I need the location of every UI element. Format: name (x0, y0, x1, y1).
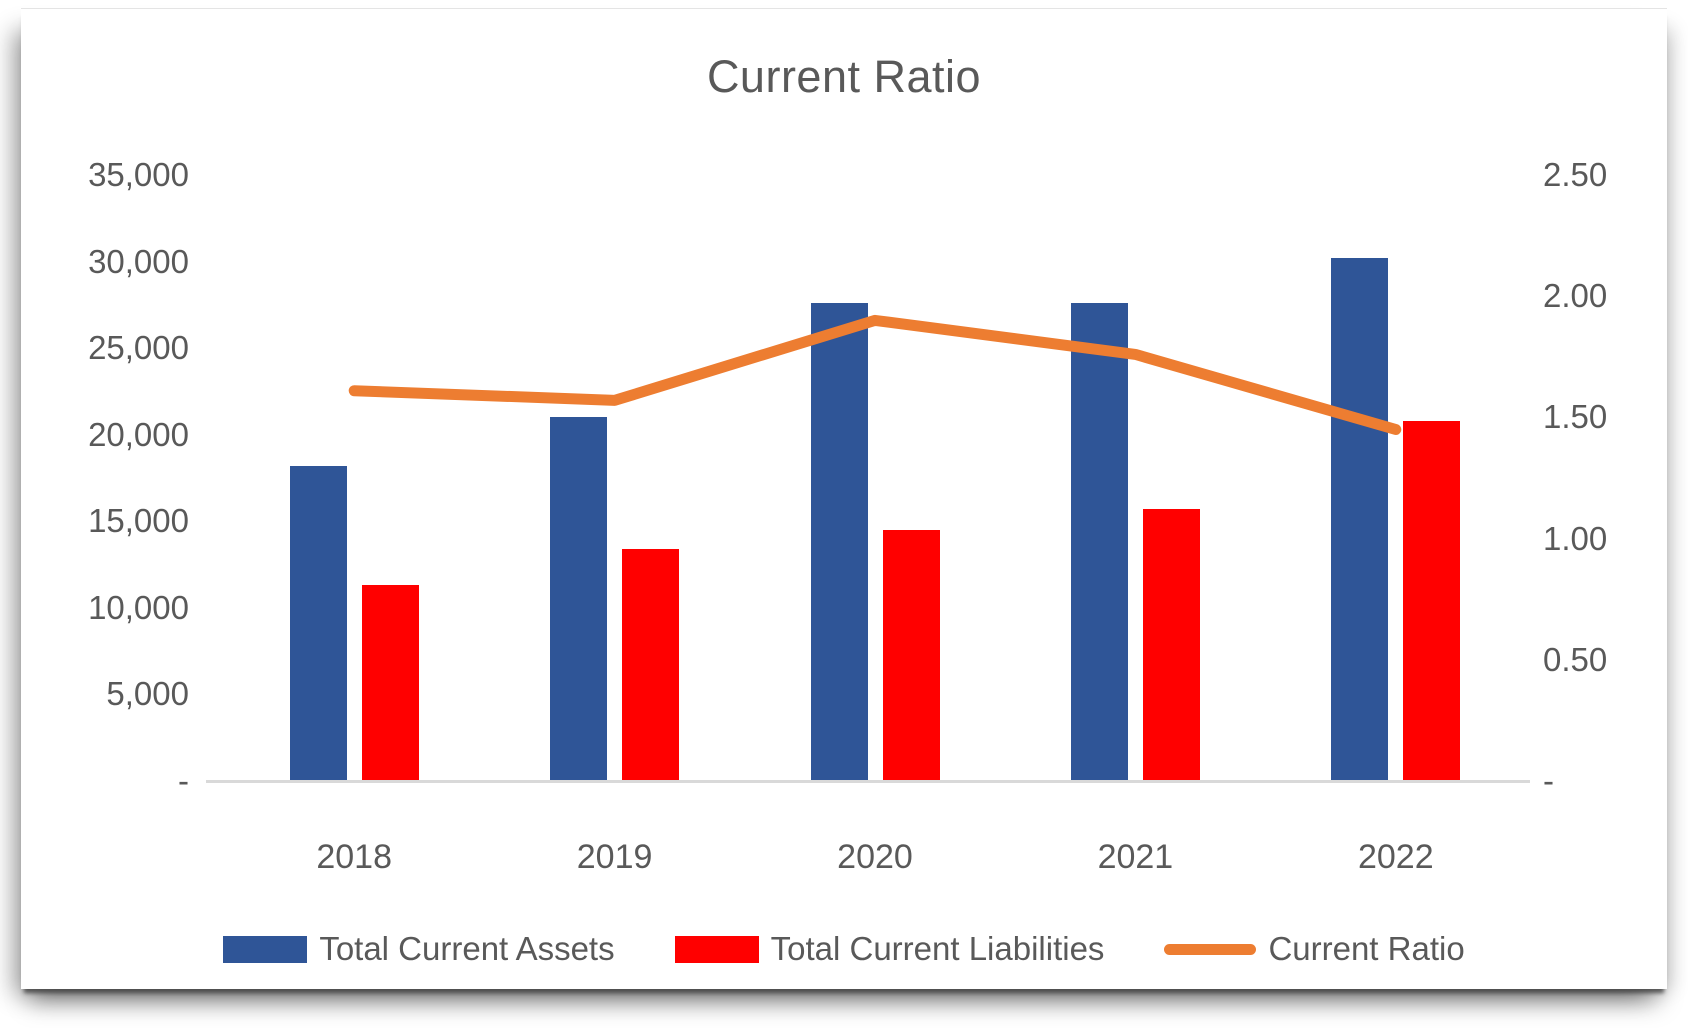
y-axis-tick-label-left: 35,000 (88, 156, 189, 193)
bar-total-current-assets-2019 (550, 417, 608, 781)
chart-card: Current Ratio 35,000 30,000 25,000 20,000 15… (21, 8, 1667, 989)
x-axis-tick-label: 2022 (1357, 838, 1434, 876)
legend-item-total-current-assets: Total Current Assets (223, 930, 615, 968)
legend-label-current-ratio: Current Ratio (1268, 930, 1465, 967)
y-axis-tick-label-left: 20,000 (88, 415, 189, 453)
y-axis-tick-label-right: 1.00 (1543, 519, 1608, 557)
y-axis-tick-label-left: 5,000 (106, 675, 189, 713)
bar-total-current-liabilities-2022 (1403, 420, 1461, 781)
legend-item-total-current-liabilities: Total Current Liabilities (674, 930, 1105, 968)
legend-swatch-total-current-assets (223, 935, 308, 963)
current-ratio-line (348, 314, 1402, 435)
legend-label-total-current-liabilities: Total Current Liabilities (770, 930, 1105, 967)
bar-total-current-liabilities-2019 (622, 549, 680, 781)
x-axis-tick-label: 2020 (837, 838, 913, 876)
bar-total-current-liabilities-2020 (882, 529, 940, 781)
plot-area (224, 175, 1526, 781)
y-axis-tick-label-left: 10,000 (88, 588, 189, 626)
bar-total-current-liabilities-2018 (361, 585, 419, 781)
y-axis-tick-label-left: - (178, 762, 189, 799)
x-axis-tick-label: 2021 (1097, 838, 1174, 876)
y-axis-tick-label-left: 30,000 (88, 242, 189, 280)
bar-total-current-assets-2020 (810, 303, 868, 781)
y-axis-tick-label-right: 2.50 (1543, 156, 1608, 193)
legend-swatch-current-ratio (1164, 943, 1257, 955)
x-axis-tick-label: 2019 (576, 838, 653, 876)
x-axis-tick-label: 2018 (316, 838, 392, 876)
y-axis-tick-label-right: - (1543, 762, 1554, 799)
bar-total-current-liabilities-2021 (1142, 509, 1200, 781)
y-axis-tick-label-right: 0.50 (1543, 640, 1608, 678)
legend-swatch-total-current-liabilities (674, 935, 759, 963)
y-axis-tick-label-left: 15,000 (88, 502, 189, 540)
bar-total-current-assets-2018 (289, 465, 347, 781)
bar-total-current-assets-2021 (1070, 303, 1128, 781)
chart-title: Current Ratio (706, 51, 982, 102)
chart-legend: Total Current Assets Total Current Liabil… (21, 930, 1667, 968)
legend-label-total-current-assets: Total Current Assets (319, 930, 615, 967)
y-axis-tick-label-right: 1.50 (1543, 398, 1608, 436)
legend-item-current-ratio: Current Ratio (1164, 930, 1465, 968)
y-axis-tick-label-right: 2.00 (1543, 277, 1608, 315)
x-axis-line (206, 780, 1530, 783)
y-axis-tick-label-left: 25,000 (88, 329, 189, 367)
bar-total-current-assets-2022 (1331, 258, 1389, 781)
